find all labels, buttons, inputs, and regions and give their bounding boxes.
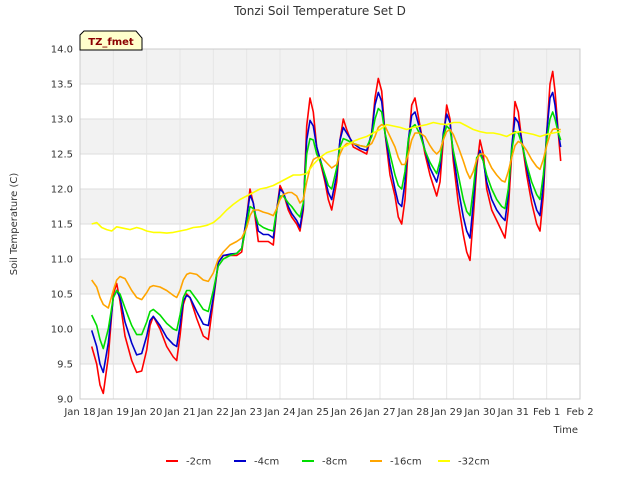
y-tick-label: 14.0 <box>51 45 73 56</box>
x-tick-label: Jan 20 <box>130 407 162 418</box>
series-line-32cmcm <box>91 121 561 234</box>
legend-label: -4cm <box>254 457 279 468</box>
x-tick-label: Jan 21 <box>163 407 195 418</box>
y-axis-ticks: 9.0 9.5 10.0 10.5 11.0 11.5 12.0 12.5 13.0 13.5 14… <box>51 45 73 406</box>
x-tick-label: Feb 2 <box>566 407 593 418</box>
tz-fmet-badge: TZ_fmet <box>79 30 143 51</box>
x-tick-label: Jan 26 <box>330 407 362 418</box>
chart-title: Tonzi Soil Temperature Set D <box>233 4 406 18</box>
x-tick-label: Jan 23 <box>230 407 262 418</box>
y-tick-label: 11.0 <box>51 255 73 266</box>
y-tick-label: 13.5 <box>51 80 73 91</box>
x-tick-label: Jan 18 <box>63 407 95 418</box>
y-axis-title: Soil Temperature (C) <box>9 173 20 276</box>
x-tick-label: Jan 31 <box>497 407 529 418</box>
x-axis-ticks: Jan 18 Jan 19 Jan 20 Jan 21 Jan 22 Jan 23 Jan … <box>63 407 593 418</box>
x-tick-label: Jan 22 <box>197 407 229 418</box>
y-tick-label: 13.0 <box>51 115 73 126</box>
legend-label: -16cm <box>390 457 422 468</box>
grid-band <box>80 49 580 84</box>
x-tick-label: Jan 25 <box>297 407 329 418</box>
badge-box <box>79 30 143 51</box>
series-line-4cmcm <box>90 91 562 374</box>
y-tick-label: 12.5 <box>51 150 73 161</box>
legend-item: -4cm <box>234 457 279 468</box>
grid-band <box>80 119 580 154</box>
series-line-16cmcm <box>91 123 561 309</box>
grid-band <box>80 259 580 294</box>
y-tick-label: 11.5 <box>51 220 73 231</box>
legend-item: -16cm <box>370 457 422 468</box>
x-tick-label: Jan 24 <box>263 407 295 418</box>
x-tick-label: Jan 27 <box>363 407 395 418</box>
plot-frame <box>79 48 581 400</box>
y-tick-label: 12.0 <box>51 185 73 196</box>
y-tick-label: 10.5 <box>51 290 73 301</box>
legend-item: -2cm <box>166 457 211 468</box>
badge-label: TZ_fmet <box>88 37 134 48</box>
legend-item: -32cm <box>438 457 490 468</box>
x-tick-label: Jan 30 <box>463 407 495 418</box>
legend: -2cm -4cm -8cm -16cm -32cm <box>166 457 490 468</box>
x-tick-label: Jan 28 <box>397 407 429 418</box>
series-line-8cmcm <box>90 107 562 350</box>
legend-label: -2cm <box>186 457 211 468</box>
x-tick-label: Jan 29 <box>430 407 462 418</box>
series-layer <box>90 70 562 395</box>
legend-label: -8cm <box>322 457 347 468</box>
x-tick-label: Jan 19 <box>97 407 129 418</box>
y-tick-label: 9.5 <box>57 360 73 371</box>
y-tick-label: 9.0 <box>57 395 73 406</box>
x-axis-title: Time <box>553 425 578 436</box>
series-line-2cmcm <box>90 70 562 395</box>
legend-label: -32cm <box>458 457 490 468</box>
x-tick-label: Feb 1 <box>533 407 560 418</box>
legend-item: -8cm <box>302 457 347 468</box>
grid-band <box>80 329 580 364</box>
y-tick-label: 10.0 <box>51 325 73 336</box>
